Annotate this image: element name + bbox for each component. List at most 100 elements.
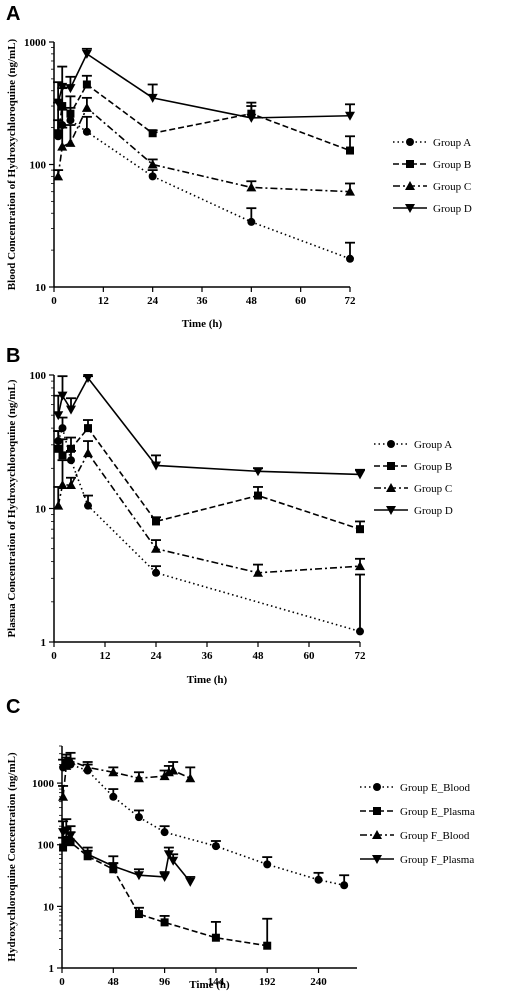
y-tick-label: 1 xyxy=(49,963,55,975)
data-point xyxy=(211,933,220,942)
legend-label: Group F_Plasma xyxy=(400,854,474,866)
data-point xyxy=(66,479,76,489)
x-tick-label: 0 xyxy=(51,295,57,307)
y-tick-label: 1000 xyxy=(24,37,47,49)
data-point xyxy=(151,543,161,553)
panel-a: A 10 100 1000 0 12 24 36 48 60 72 Time (h) Blood Con… xyxy=(6,3,472,330)
data-point xyxy=(81,49,92,59)
data-point xyxy=(57,82,68,92)
data-point xyxy=(345,186,355,196)
data-point xyxy=(54,444,63,453)
series-line xyxy=(62,829,191,883)
data-point xyxy=(59,843,68,852)
data-point xyxy=(133,871,144,881)
data-point xyxy=(340,881,349,890)
data-point xyxy=(346,146,354,155)
data-point xyxy=(148,129,157,138)
data-point xyxy=(65,831,76,841)
data-point xyxy=(61,760,72,770)
x-tick-label: 0 xyxy=(59,976,65,988)
x-tick-label: 12 xyxy=(100,650,112,662)
x-tick-label: 192 xyxy=(259,976,276,988)
series-line xyxy=(62,760,345,887)
series-line xyxy=(57,425,361,633)
data-point xyxy=(185,877,196,887)
data-point xyxy=(65,137,76,147)
panel-letter: A xyxy=(6,3,20,25)
y-tick-label: 1 xyxy=(41,637,47,649)
data-point xyxy=(58,424,67,433)
data-point xyxy=(254,491,262,500)
x-tick-label: 60 xyxy=(295,295,307,307)
series-line xyxy=(57,52,351,119)
x-tick-label: 0 xyxy=(51,650,57,662)
data-point xyxy=(83,448,93,458)
panel-b: B 1 10 100 0 12 24 36 48 60 72 Time (h) Plasma Conce… xyxy=(6,345,453,686)
data-point xyxy=(82,127,91,136)
series-group-e-plasma: Group E_Plasma xyxy=(58,806,475,950)
legend-marker xyxy=(406,138,414,146)
legend-label: Group E_Plasma xyxy=(400,806,475,818)
data-point xyxy=(65,755,76,765)
series-group-a: Group A xyxy=(53,416,452,636)
data-point xyxy=(57,141,68,151)
data-point xyxy=(83,373,93,383)
panel-c: C 1 10 100 1000 0 48 96 144 192 240 Time (h) Hydroxy… xyxy=(6,696,475,991)
data-point xyxy=(246,113,257,123)
legend-label: Group B xyxy=(433,159,471,171)
data-point xyxy=(108,862,119,872)
data-point xyxy=(147,159,158,169)
data-point xyxy=(346,254,354,263)
panel-letter: C xyxy=(6,696,20,718)
legend-label: Group D xyxy=(414,505,453,517)
x-tick-label: 240 xyxy=(310,976,327,988)
x-tick-label: 12 xyxy=(98,295,110,307)
series-line xyxy=(57,376,361,476)
data-point xyxy=(66,405,76,415)
series-line xyxy=(57,426,361,530)
y-tick-label: 1000 xyxy=(32,778,55,790)
data-point xyxy=(57,479,68,489)
data-point xyxy=(314,875,323,884)
x-tick-label: 24 xyxy=(151,650,163,662)
series-group-c: Group C xyxy=(53,96,471,196)
legend-label: Group B xyxy=(414,461,452,473)
data-point xyxy=(57,391,68,401)
data-point xyxy=(109,792,118,801)
data-point xyxy=(134,910,143,919)
legend-marker xyxy=(386,506,396,515)
legend-label: Group D xyxy=(433,203,472,215)
data-point xyxy=(58,451,67,460)
x-tick-label: 144 xyxy=(208,976,225,988)
data-point xyxy=(246,182,257,192)
legend-marker xyxy=(386,483,396,492)
data-point xyxy=(160,918,169,927)
x-axis-title: Time (h) xyxy=(189,979,230,991)
series-group-d: Group D xyxy=(53,373,453,517)
data-point xyxy=(133,773,144,783)
data-point xyxy=(152,568,160,577)
data-point xyxy=(160,828,169,837)
data-point xyxy=(81,102,92,112)
legend-label: Group C xyxy=(433,181,471,193)
series-group-c: Group C xyxy=(53,440,452,577)
data-point xyxy=(53,98,64,108)
data-point xyxy=(62,835,71,844)
series-group-e-blood: Group E_Blood xyxy=(58,753,470,890)
data-point xyxy=(108,767,119,777)
y-tick-label: 100 xyxy=(38,840,55,852)
x-tick-label: 48 xyxy=(108,976,120,988)
y-tick-label: 100 xyxy=(30,160,47,172)
x-tick-label: 24 xyxy=(147,295,159,307)
series-line xyxy=(62,838,268,947)
data-point xyxy=(355,470,365,480)
y-axis-title: Plasma Concentration of Hydroxychloroqui… xyxy=(6,379,18,637)
data-point xyxy=(211,842,220,851)
data-point xyxy=(147,93,158,103)
x-tick-label: 48 xyxy=(246,295,258,307)
legend-label: Group A xyxy=(433,137,471,149)
data-point xyxy=(152,517,160,526)
y-tick-label: 10 xyxy=(35,282,47,294)
data-point xyxy=(168,856,179,866)
data-point xyxy=(66,838,75,847)
